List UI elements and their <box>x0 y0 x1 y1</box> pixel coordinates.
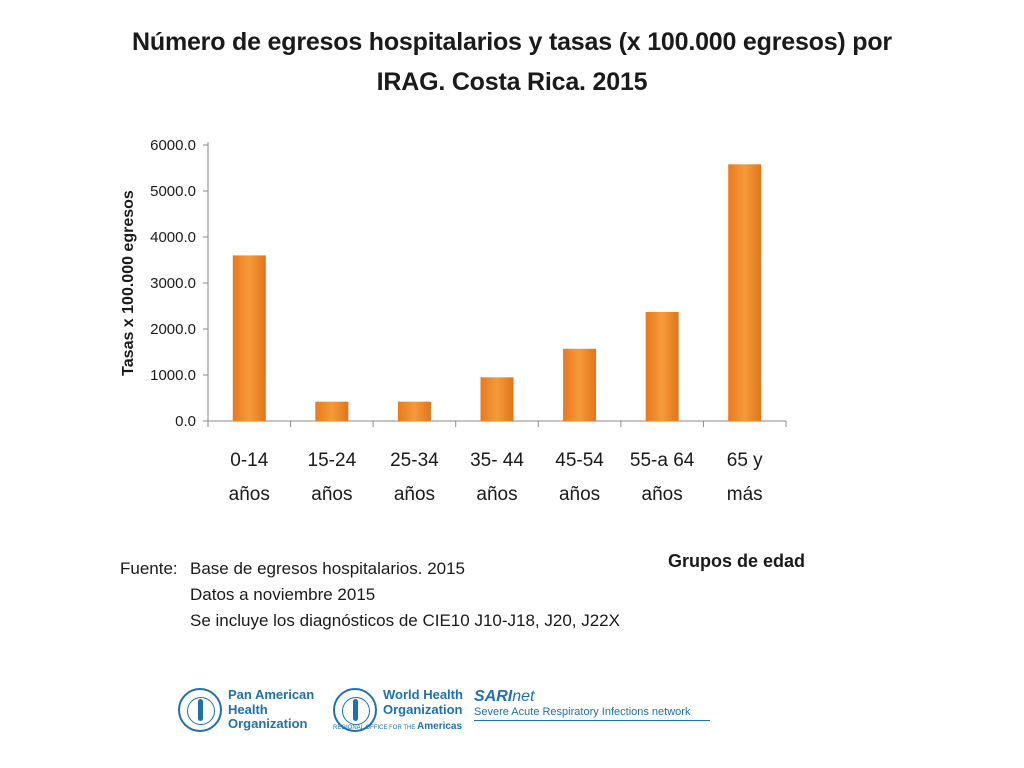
x-tick-label: 65 y <box>727 450 763 471</box>
footer-logos: Pan American Health Organization World H… <box>178 687 738 752</box>
bar <box>232 255 266 421</box>
bar <box>728 164 762 421</box>
who-region-big: Americas <box>417 721 463 733</box>
x-tick-label: años <box>311 484 352 505</box>
source-label: Fuente: <box>120 559 178 578</box>
bar-chart: Tasas x 100.000 egresos 0.0 1000.0 2000.0 3… <box>120 137 787 505</box>
source-line-1: Base de egresos hospitalarios. 2015 <box>190 559 466 578</box>
paho-name-3: Organization <box>228 716 308 732</box>
y-tick-label: 3000.0 <box>150 275 196 292</box>
x-tick-label: más <box>727 484 763 505</box>
who-region-small: REGIONAL OFFICE FOR THE <box>333 725 416 732</box>
bar <box>563 348 597 421</box>
who-emblem-icon <box>333 688 377 732</box>
paho-logo: Pan American Health Organization <box>178 687 315 732</box>
x-tick-label: años <box>476 484 517 505</box>
x-tick-label: 45-54 <box>555 450 604 471</box>
y-tick-label: 5000.0 <box>150 183 196 200</box>
x-tick-label: años <box>642 484 683 505</box>
paho-name-2: Health <box>228 701 268 717</box>
x-tick-label: años <box>229 484 270 505</box>
x-tick-label: años <box>394 484 435 505</box>
y-tick-label: 4000.0 <box>150 229 196 246</box>
x-axis-title: Grupos de edad <box>668 551 806 571</box>
bar <box>480 377 514 421</box>
bar <box>397 401 431 421</box>
source-note: Fuente: Base de egresos hospitalarios. 20… <box>120 556 620 633</box>
sarinet-italic: net <box>512 688 535 705</box>
who-logo: World Health Organization REGIONAL OFFIC… <box>333 687 463 733</box>
who-name-1: World Health <box>383 687 463 702</box>
sarinet-subtitle: Severe Acute Respiratory Infections netw… <box>474 706 710 721</box>
plot-area: 0.0 1000.0 2000.0 3000.0 4000.0 5000.0 6000.0 0… <box>150 137 787 505</box>
y-axis-label: Tasas x 100.000 egresos <box>120 190 137 376</box>
x-tick-label: 0-14 <box>230 450 268 471</box>
y-tick-label: 2000.0 <box>150 321 196 338</box>
x-tick-label: 35- 44 <box>470 450 524 471</box>
chart-title-line2: IRAG. Costa Rica. 2015 <box>376 68 648 96</box>
who-name-2: Organization <box>383 701 463 717</box>
y-tick-label: 0.0 <box>175 413 196 430</box>
paho-emblem-icon <box>178 688 222 732</box>
bar <box>645 311 679 421</box>
y-tick-label: 6000.0 <box>150 137 196 154</box>
source-line-3: Se incluye los diagnósticos de CIE10 J10… <box>190 610 620 630</box>
bar <box>315 401 349 421</box>
sarinet-logo: SARInet Severe Acute Respiratory Infecti… <box>474 688 710 721</box>
x-tick-label: años <box>559 484 600 505</box>
x-tick-label: 55-a 64 <box>630 450 695 471</box>
chart-title-line1: Número de egresos hospitalarios y tasas … <box>132 28 892 56</box>
chart-title: Número de egresos hospitalarios y tasas … <box>0 22 1024 102</box>
x-tick-label: 15-24 <box>308 450 357 471</box>
paho-name-1: Pan American <box>228 687 315 702</box>
sarinet-bold: SARI <box>474 688 513 705</box>
y-tick-label: 1000.0 <box>150 367 196 384</box>
x-tick-label: 25-34 <box>390 450 439 471</box>
source-line-2: Datos a noviembre 2015 <box>190 584 376 604</box>
